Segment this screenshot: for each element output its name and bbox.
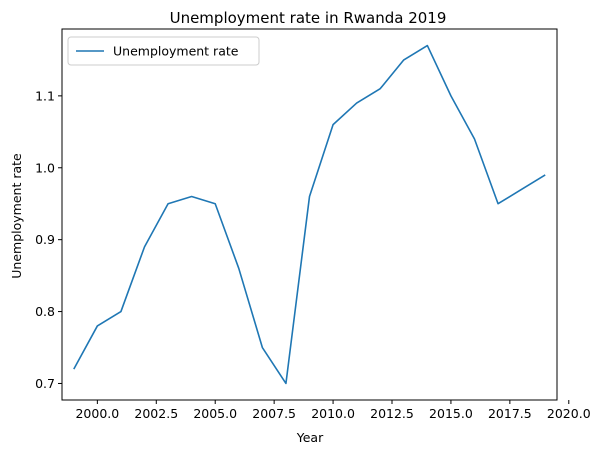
x-tick-label: 2005.0 (193, 406, 237, 421)
data-point (96, 325, 98, 327)
data-point (450, 95, 452, 97)
y-tick-label: 1.1 (35, 88, 55, 103)
data-point (332, 124, 334, 126)
data-point (474, 138, 476, 140)
data-point (403, 59, 405, 61)
x-tick-label: 2017.5 (488, 406, 532, 421)
data-point (426, 45, 428, 47)
x-axis-label: Year (296, 430, 324, 445)
y-tick-label: 0.9 (35, 232, 55, 247)
data-point (73, 368, 75, 370)
data-point (238, 267, 240, 269)
legend-label: Unemployment rate (113, 44, 239, 59)
x-axis: 2000.0 2002.5 2005.0 2007.5 2010.0 2012.5 2015… (75, 400, 591, 421)
x-tick-label: 2007.5 (252, 406, 296, 421)
x-tick-label: 2010.0 (311, 406, 355, 421)
data-point (544, 174, 546, 176)
data-point (191, 196, 193, 198)
plot-area (73, 44, 546, 385)
series-line (73, 44, 546, 385)
x-tick-label: 2012.5 (370, 406, 414, 421)
data-point (120, 311, 122, 313)
data-point (214, 203, 216, 205)
x-tick-label: 2002.5 (134, 406, 178, 421)
data-point (356, 102, 358, 104)
y-axis: 0.7 0.8 0.9 1.0 1.1 (35, 88, 62, 391)
y-axis-label: Unemployment rate (9, 153, 24, 279)
y-tick-label: 0.7 (35, 376, 55, 391)
legend: Unemployment rate (67, 36, 260, 66)
x-tick-label: 2000.0 (75, 406, 119, 421)
x-tick-label: 2020.0 (547, 406, 591, 421)
data-point (309, 196, 311, 198)
data-point (261, 347, 263, 349)
data-point (379, 88, 381, 90)
data-point (144, 246, 146, 248)
y-tick-label: 0.8 (35, 304, 55, 319)
legend-box (67, 36, 260, 66)
data-point (167, 203, 169, 205)
data-point (521, 188, 523, 190)
data-point (497, 203, 499, 205)
x-tick-label: 2015.0 (429, 406, 473, 421)
chart-title: Unemployment rate in Rwanda 2019 (170, 9, 447, 27)
data-point (285, 382, 287, 384)
plot-frame (61, 28, 558, 401)
y-tick-label: 1.0 (35, 160, 55, 175)
